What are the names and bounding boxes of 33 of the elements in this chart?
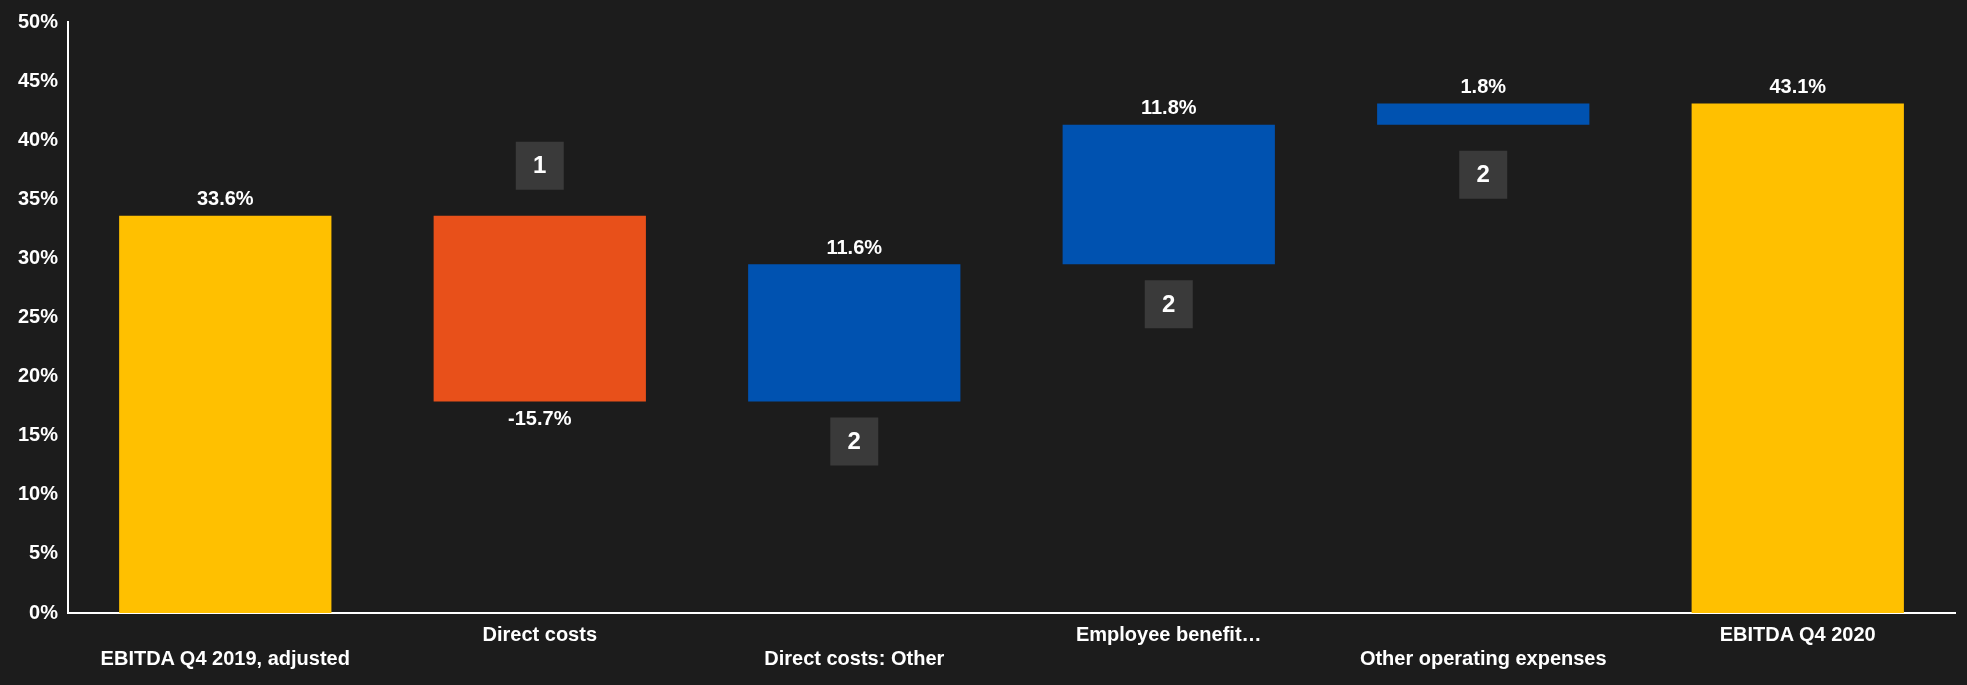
y-tick-label: 35%	[18, 186, 59, 209]
x-tick-label: Employee benefit…	[1075, 622, 1262, 645]
y-tick-label: 10%	[18, 482, 59, 505]
bar	[1377, 103, 1590, 125]
y-tick-label: 50%	[18, 9, 59, 32]
x-tick-label: Direct costs: Other	[764, 646, 945, 669]
data-label: 1.8%	[1460, 75, 1507, 98]
annotation: 2	[847, 427, 861, 455]
y-tick-label: 5%	[29, 541, 59, 564]
x-tick-label: Other operating expenses	[1359, 646, 1607, 669]
annotation: 2	[1162, 289, 1176, 317]
y-tick-label: 0%	[29, 600, 59, 623]
x-tick-label: Direct costs	[482, 622, 598, 645]
data-label: 11.8%	[1140, 96, 1197, 119]
bar	[1062, 124, 1275, 265]
x-tick-label: EBITDA Q4 2019, adjusted	[100, 646, 350, 669]
bar	[748, 264, 961, 402]
y-tick-label: 15%	[18, 423, 59, 446]
y-tick-label: 45%	[18, 68, 59, 91]
x-tick-label: EBITDA Q4 2020	[1719, 622, 1876, 645]
data-label: 43.1%	[1769, 75, 1827, 98]
bar	[1691, 103, 1904, 613]
bar	[433, 215, 646, 402]
annotation: 1	[533, 151, 547, 179]
annotation: 2	[1476, 160, 1490, 188]
y-tick-label: 30%	[18, 245, 59, 268]
data-label: 11.6%	[826, 235, 883, 258]
y-tick-label: 40%	[18, 127, 59, 150]
y-tick-label: 20%	[18, 364, 59, 387]
data-label: 33.6%	[196, 187, 254, 210]
data-label: -15.7%	[508, 406, 572, 429]
y-tick-label: 25%	[18, 305, 59, 328]
bar	[119, 215, 332, 613]
